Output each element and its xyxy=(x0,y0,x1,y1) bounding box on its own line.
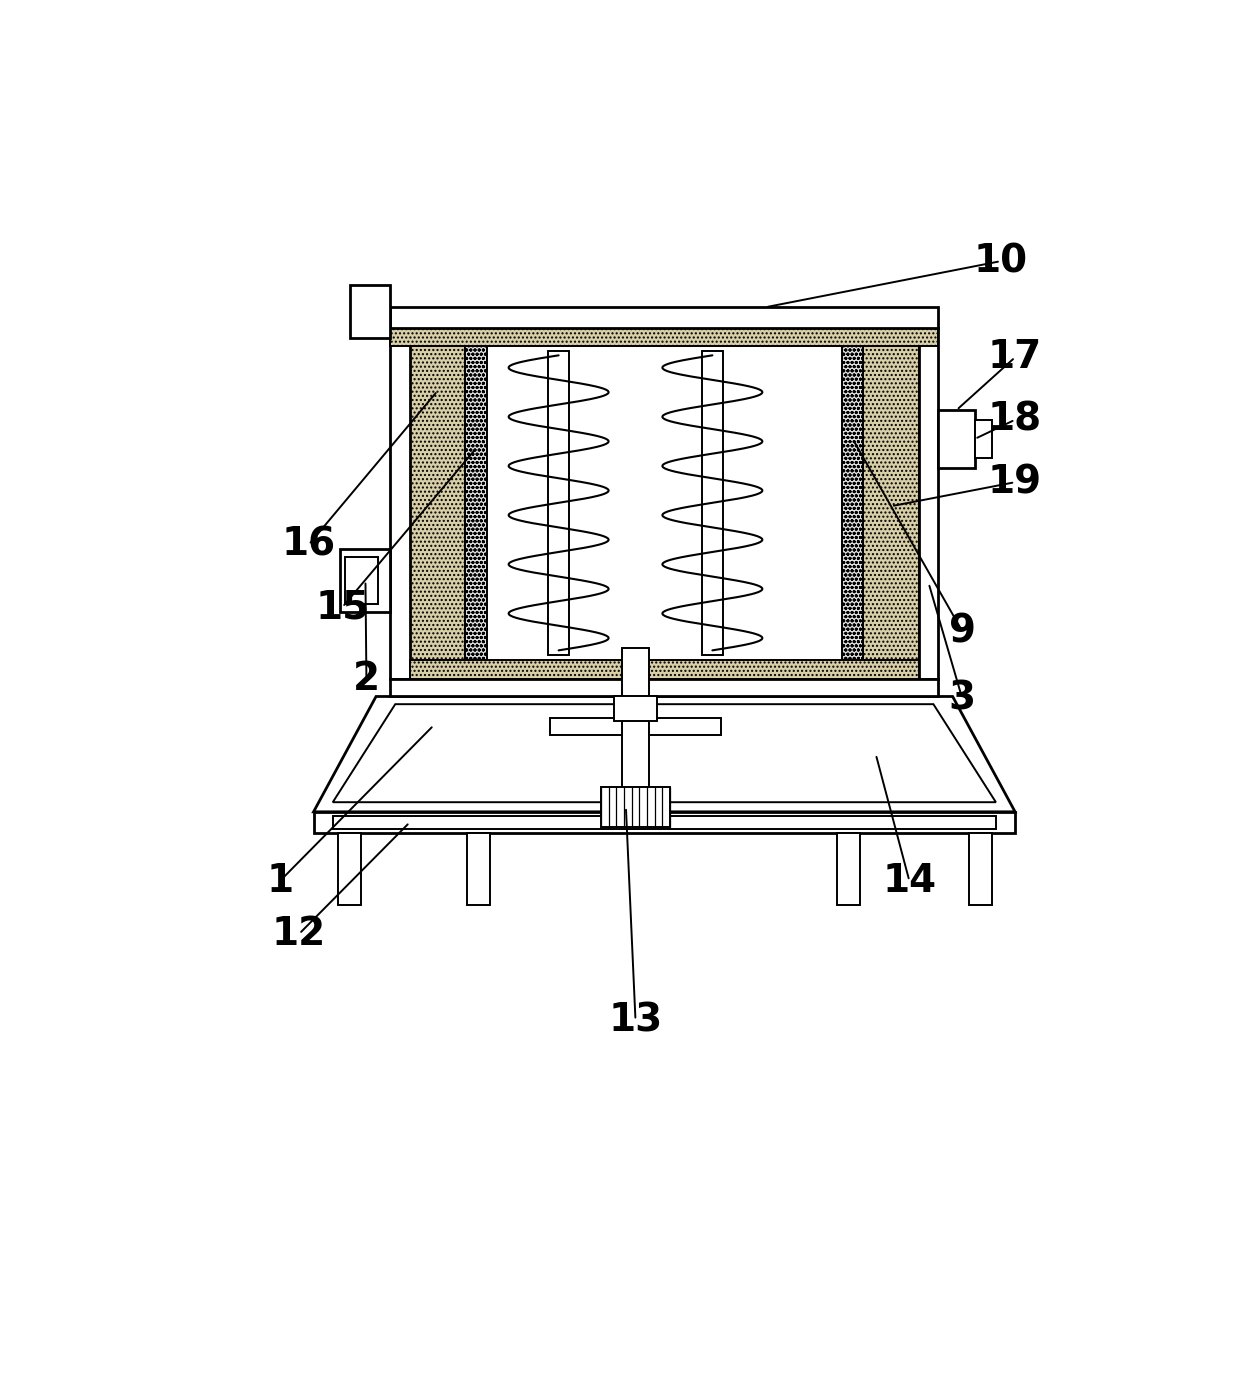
Text: 16: 16 xyxy=(281,526,336,564)
Bar xyxy=(486,328,842,679)
Bar xyxy=(919,328,939,679)
Text: 13: 13 xyxy=(609,1001,662,1040)
Bar xyxy=(332,816,996,830)
Bar xyxy=(551,718,622,734)
Bar xyxy=(702,350,723,656)
Text: 10: 10 xyxy=(973,242,1028,281)
Bar xyxy=(409,328,465,679)
Bar xyxy=(601,787,670,827)
Bar xyxy=(968,833,992,904)
Bar xyxy=(975,419,992,458)
Bar xyxy=(391,328,409,679)
Polygon shape xyxy=(314,697,1016,812)
Bar xyxy=(391,328,939,679)
Text: 3: 3 xyxy=(949,679,976,718)
Bar xyxy=(614,697,657,721)
Bar xyxy=(314,812,1016,833)
Text: 9: 9 xyxy=(949,613,976,650)
Bar xyxy=(939,411,975,467)
Bar xyxy=(837,833,861,904)
Bar xyxy=(548,350,569,656)
Bar xyxy=(391,679,939,697)
Bar xyxy=(842,328,863,679)
Text: 2: 2 xyxy=(353,660,379,698)
Bar xyxy=(337,833,361,904)
Text: 15: 15 xyxy=(315,588,370,626)
Text: 1: 1 xyxy=(267,862,294,900)
Bar xyxy=(350,285,391,337)
Bar xyxy=(341,549,391,611)
Bar xyxy=(345,557,378,604)
Bar xyxy=(391,307,939,328)
Bar xyxy=(409,660,919,679)
Bar xyxy=(465,328,486,679)
Text: 17: 17 xyxy=(988,339,1042,376)
Text: 18: 18 xyxy=(988,401,1042,438)
Text: 19: 19 xyxy=(988,463,1042,501)
Bar xyxy=(391,328,939,346)
Bar xyxy=(622,649,649,830)
Text: 14: 14 xyxy=(883,862,936,900)
Bar xyxy=(467,833,490,904)
Bar xyxy=(863,328,919,679)
Bar xyxy=(649,718,720,734)
Text: 12: 12 xyxy=(272,916,326,953)
